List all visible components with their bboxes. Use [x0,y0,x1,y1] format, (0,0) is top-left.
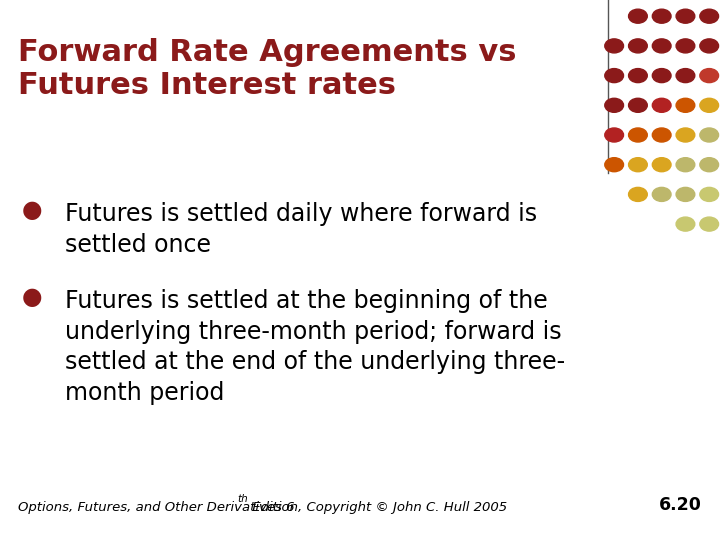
Text: th: th [238,494,248,504]
Text: Forward Rate Agreements vs
Futures Interest rates: Forward Rate Agreements vs Futures Inter… [18,38,516,100]
Text: Options, Futures, and Other Derivatives 6: Options, Futures, and Other Derivatives … [18,501,294,514]
Text: Edition, Copyright © John C. Hull 2005: Edition, Copyright © John C. Hull 2005 [248,501,507,514]
Text: ●: ● [22,198,42,222]
Text: ●: ● [22,285,42,308]
Text: Futures is settled at the beginning of the
underlying three-month period; forwar: Futures is settled at the beginning of t… [65,289,565,405]
Text: 6.20: 6.20 [659,496,702,514]
Text: Futures is settled daily where forward is
settled once: Futures is settled daily where forward i… [65,202,537,257]
